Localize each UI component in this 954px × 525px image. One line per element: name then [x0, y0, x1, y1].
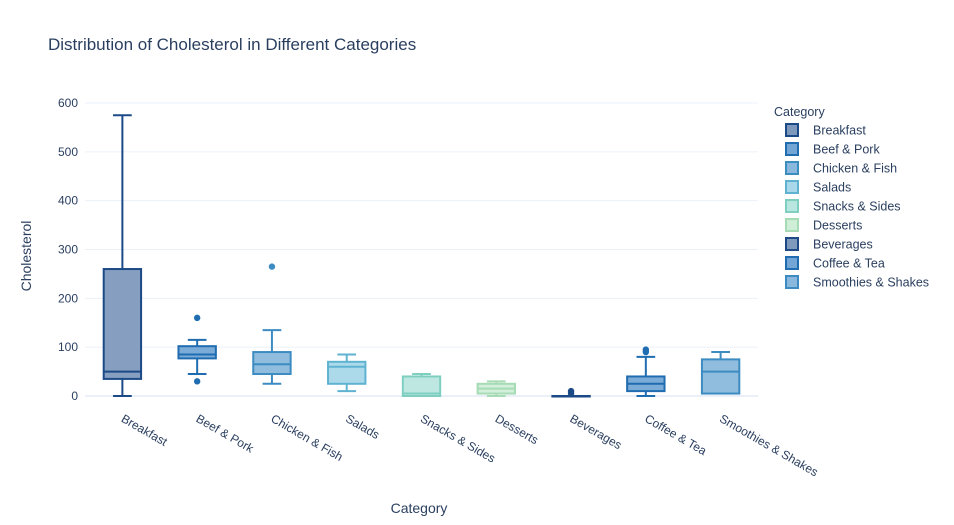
legend-label: Desserts	[813, 219, 862, 233]
legend-label: Snacks & Sides	[813, 200, 901, 214]
box-chicken-fish	[252, 263, 292, 385]
y-tick-label: 500	[58, 145, 78, 159]
x-tick-label: Desserts	[493, 411, 541, 447]
box-snacks-sides	[401, 373, 442, 398]
y-tick-label: 100	[58, 340, 78, 354]
chart-title: Distribution of Cholesterol in Different…	[48, 35, 416, 54]
x-tick-label: Coffee & Tea	[642, 411, 709, 458]
box-iqr	[700, 358, 741, 395]
box-iqr	[102, 268, 143, 380]
legend-swatch	[785, 256, 799, 270]
legend: Category Breakfast Beef & Pork Chicken & F…	[774, 105, 929, 290]
legend-item: Salads	[785, 180, 851, 195]
y-tick-label: 300	[58, 243, 78, 257]
legend-item: Snacks & Sides	[785, 199, 901, 214]
box-plots	[102, 114, 741, 398]
legend-item: Beef & Pork	[785, 142, 880, 157]
box-beef-pork	[177, 314, 217, 385]
legend-swatch	[785, 123, 799, 137]
box-breakfast	[102, 114, 143, 397]
legend-swatch	[785, 218, 799, 232]
box-smoothies-shakes	[700, 351, 741, 395]
box-iqr	[177, 345, 217, 360]
y-axis-ticks: 0 100 200 300 400 500 600	[58, 96, 78, 403]
y-tick-label: 400	[58, 194, 78, 208]
legend-title: Category	[774, 105, 825, 119]
legend-item: Coffee & Tea	[785, 256, 885, 271]
legend-swatch	[785, 237, 799, 251]
box-iqr	[327, 360, 367, 385]
legend-item: Smoothies & Shakes	[785, 275, 929, 290]
legend-swatch	[785, 161, 799, 175]
box-iqr	[252, 351, 292, 376]
x-tick-label: Snacks & Sides	[418, 411, 498, 465]
outlier-point	[268, 263, 276, 270]
outlier-point	[642, 346, 650, 353]
box-beverages	[551, 387, 591, 398]
legend-label: Salads	[813, 181, 851, 195]
legend-label: Chicken & Fish	[813, 162, 897, 176]
y-tick-label: 600	[58, 96, 78, 110]
legend-label: Breakfast	[813, 124, 866, 138]
legend-swatch	[785, 275, 799, 289]
legend-swatch	[785, 142, 799, 156]
y-tick-label: 0	[71, 389, 78, 403]
box-iqr	[401, 375, 442, 398]
x-tick-label: Chicken & Fish	[268, 411, 345, 463]
x-axis-ticks: Breakfast Beef & Pork Chicken & FishSalads…	[119, 411, 821, 479]
box-coffee-tea	[626, 346, 666, 397]
x-axis-title: Category	[391, 500, 448, 516]
legend-label: Coffee & Tea	[813, 257, 885, 271]
legend-item: Breakfast	[785, 123, 866, 138]
outlier-point	[193, 314, 201, 322]
legend-swatch	[785, 180, 799, 194]
legend-item: Desserts	[785, 218, 862, 233]
legend-item: Chicken & Fish	[785, 161, 897, 176]
x-tick-label: Beverages	[568, 411, 625, 452]
y-axis-title: Cholesterol	[18, 221, 34, 292]
x-tick-label: Beef & Pork	[194, 411, 257, 456]
outlier-point	[193, 378, 201, 385]
y-tick-label: 200	[58, 291, 78, 305]
x-tick-label: Breakfast	[119, 411, 170, 449]
box-desserts	[476, 380, 516, 397]
x-tick-label: Salads	[343, 411, 382, 441]
x-tick-label: Smoothies & Shakes	[717, 411, 820, 479]
outlier-point	[567, 387, 575, 395]
legend-label: Beef & Pork	[813, 143, 880, 157]
legend-swatch	[785, 199, 799, 213]
legend-label: Beverages	[813, 238, 873, 252]
box-salads	[327, 353, 367, 393]
legend-item: Beverages	[785, 237, 873, 252]
legend-label: Smoothies & Shakes	[813, 276, 929, 290]
